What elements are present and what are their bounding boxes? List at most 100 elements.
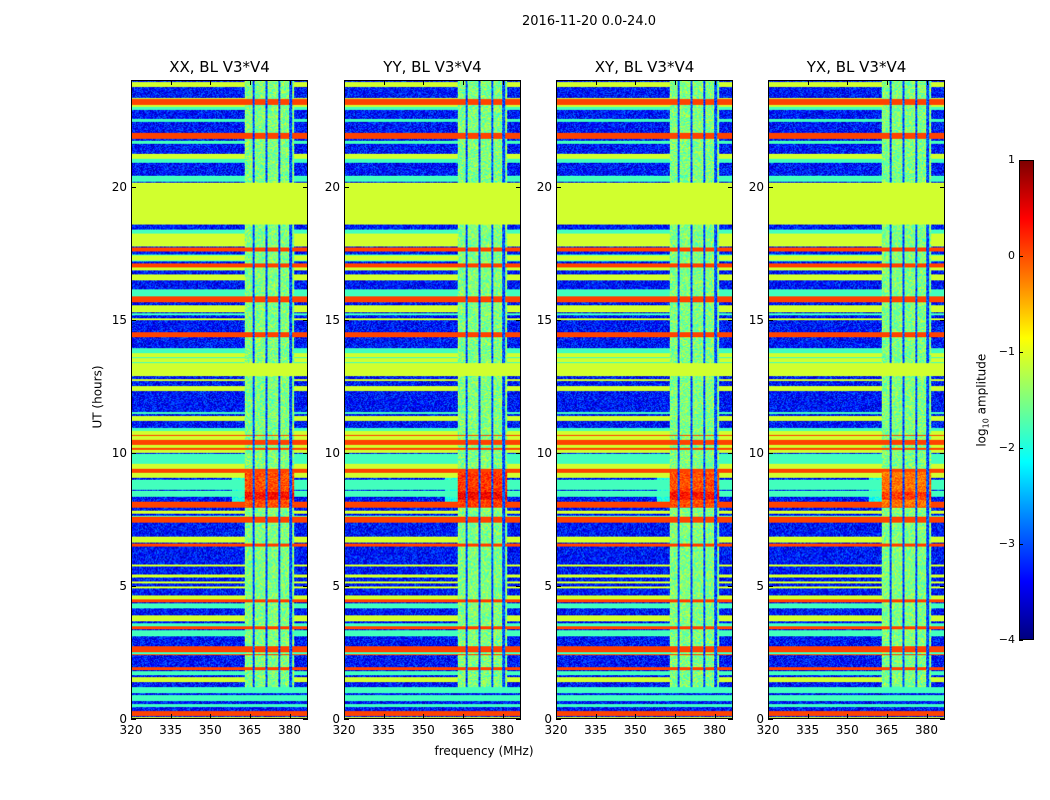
panel-title: XX, BL V3*V4 <box>169 58 270 76</box>
y-tick <box>131 585 136 587</box>
y-tick <box>768 452 773 454</box>
y-tick-label: 0 <box>119 712 127 726</box>
spectrogram-panel <box>556 80 733 719</box>
y-tick <box>344 452 349 454</box>
x-tick <box>344 714 345 719</box>
y-tick <box>556 319 561 321</box>
x-tick-label: 350 <box>623 723 647 737</box>
y-tick-right <box>728 719 733 720</box>
y-tick-right <box>940 452 945 454</box>
y-tick-label: 10 <box>748 445 764 460</box>
y-tick-label: 15 <box>111 312 127 327</box>
x-tick-label: 380 <box>278 723 301 737</box>
y-tick <box>344 319 349 321</box>
y-tick-label: 20 <box>111 179 127 194</box>
x-tick-top <box>131 80 132 85</box>
y-tick <box>344 585 349 587</box>
y-tick-label: 10 <box>536 445 552 460</box>
y-tick-label: 0 <box>332 712 340 726</box>
spectrogram-heatmap <box>345 81 520 718</box>
x-tick-label: 350 <box>835 723 859 737</box>
x-tick-top <box>289 80 291 85</box>
colorbar-tick-label: −3 <box>998 537 1015 550</box>
spectrogram-panel <box>344 80 521 719</box>
x-tick <box>714 714 716 719</box>
x-tick-top <box>595 80 597 85</box>
x-axis-label: frequency (MHz) <box>434 744 534 758</box>
x-tick <box>556 714 557 719</box>
spectrogram-panel <box>768 80 945 719</box>
figure-title: 2016-11-20 0.0-24.0 <box>522 14 656 29</box>
y-tick-right <box>303 186 308 188</box>
y-tick-label: 20 <box>536 179 552 194</box>
x-tick <box>131 714 132 719</box>
y-tick <box>556 585 561 587</box>
x-tick-label: 350 <box>198 723 222 737</box>
x-tick-top <box>926 80 928 85</box>
x-tick <box>462 714 464 719</box>
x-tick <box>635 714 637 719</box>
y-tick-right <box>728 585 733 587</box>
x-tick-label: 380 <box>491 723 514 737</box>
x-tick-label: 320 <box>119 723 143 737</box>
y-tick <box>768 719 773 720</box>
y-tick-right <box>728 186 733 188</box>
y-tick-label: 5 <box>756 578 764 593</box>
y-tick <box>556 186 561 188</box>
y-tick-label: 15 <box>748 312 764 327</box>
x-tick <box>289 714 291 719</box>
y-tick-right <box>303 719 308 720</box>
x-tick-label: 320 <box>332 723 356 737</box>
x-tick-label: 335 <box>796 723 820 737</box>
x-tick-top <box>423 80 425 85</box>
x-tick-label: 380 <box>703 723 726 737</box>
x-tick-top <box>170 80 172 85</box>
y-tick <box>556 719 561 720</box>
y-tick-right <box>940 719 945 720</box>
colorbar-tick <box>1019 640 1023 641</box>
x-tick-label: 365 <box>875 723 899 737</box>
colorbar-tick <box>1019 544 1023 545</box>
y-tick <box>131 719 136 720</box>
y-tick-right <box>516 585 521 587</box>
colorbar-tick <box>1019 160 1023 161</box>
x-tick-label: 380 <box>915 723 938 737</box>
y-tick <box>556 452 561 454</box>
y-tick-label: 10 <box>324 445 340 460</box>
colorbar-tick-label: −1 <box>998 345 1015 358</box>
y-tick-label: 20 <box>748 179 764 194</box>
x-tick-top <box>462 80 464 85</box>
colorbar-tick <box>1019 448 1023 449</box>
y-tick-right <box>728 319 733 321</box>
x-tick-label: 320 <box>756 723 780 737</box>
y-tick-right <box>303 585 308 587</box>
y-tick <box>131 319 136 321</box>
x-tick <box>595 714 597 719</box>
spectrogram-panel <box>131 80 308 719</box>
y-tick-label: 5 <box>119 578 127 593</box>
y-tick-right <box>728 452 733 454</box>
y-tick-label: 15 <box>536 312 552 327</box>
y-tick <box>344 719 349 720</box>
y-tick-label: 0 <box>544 712 552 726</box>
y-tick <box>131 186 136 188</box>
x-tick-top <box>847 80 849 85</box>
x-tick <box>502 714 504 719</box>
x-tick-label: 365 <box>663 723 687 737</box>
x-tick-top <box>556 80 557 85</box>
x-tick-label: 365 <box>238 723 262 737</box>
y-tick-right <box>940 186 945 188</box>
y-tick-right <box>516 319 521 321</box>
y-tick-right <box>516 719 521 720</box>
colorbar <box>1019 160 1034 640</box>
y-tick-right <box>516 186 521 188</box>
y-tick <box>768 319 773 321</box>
y-tick-right <box>303 452 308 454</box>
colorbar-tick <box>1019 256 1023 257</box>
x-tick-top <box>210 80 212 85</box>
x-tick <box>249 714 251 719</box>
x-tick-label: 335 <box>159 723 183 737</box>
x-tick-label: 335 <box>584 723 608 737</box>
panel-title: YY, BL V3*V4 <box>383 58 482 76</box>
y-tick <box>768 585 773 587</box>
